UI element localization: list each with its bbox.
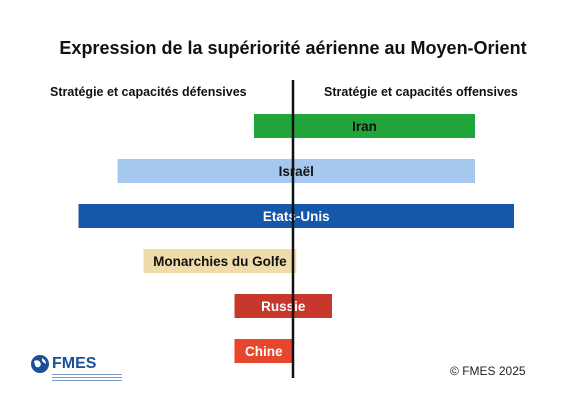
- bar-2: [78, 204, 514, 228]
- bar-label-2: Etats-Unis: [263, 209, 330, 224]
- logo-subtitle: [52, 374, 122, 384]
- bar-label-4: Russie: [261, 299, 306, 314]
- defensive-label: Stratégie et capacités défensives: [50, 85, 247, 99]
- bar-label-0: Iran: [352, 119, 377, 134]
- bar-label-5: Chine: [245, 344, 283, 359]
- bar-0: [254, 114, 475, 138]
- bar-5: [234, 339, 293, 363]
- bar-4: [234, 294, 332, 318]
- fmes-logo: FMES: [30, 354, 150, 390]
- chart-title: Expression de la supériorité aérienne au…: [59, 38, 527, 58]
- bar-3: [143, 249, 297, 273]
- offensive-label: Stratégie et capacités offensives: [324, 85, 518, 99]
- globe-icon: [31, 355, 49, 373]
- bar-label-1: Israël: [279, 164, 314, 179]
- bar-1: [117, 159, 475, 183]
- logo-text: FMES: [52, 355, 97, 372]
- copyright-text: FMES 2025: [462, 364, 526, 378]
- bar-label-3: Monarchies du Golfe: [153, 254, 287, 269]
- copyright: © FMES 2025: [450, 364, 526, 378]
